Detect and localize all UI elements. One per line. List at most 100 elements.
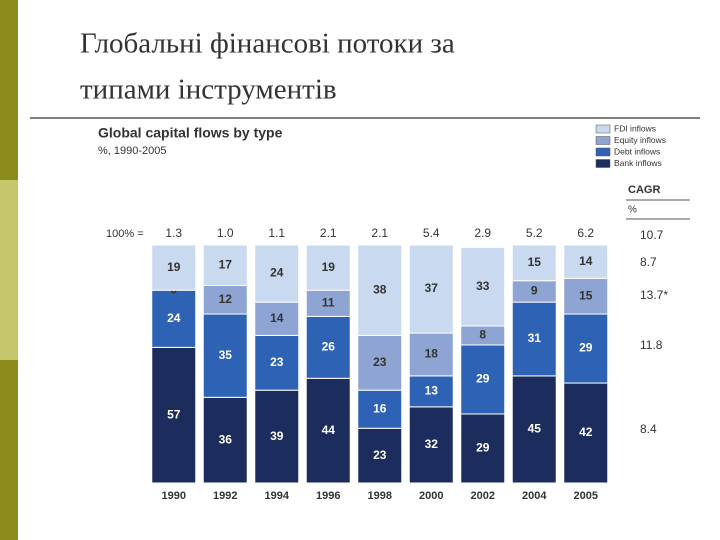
bar-segment	[305, 315, 351, 379]
data-label: 57	[167, 407, 181, 421]
data-label: 14	[270, 311, 284, 325]
data-label: 18	[425, 347, 439, 361]
data-label: 11	[322, 295, 335, 309]
bar-segment	[408, 244, 454, 334]
data-label: 19	[322, 260, 336, 274]
cagr-value: 13.7*	[640, 288, 668, 302]
bar-segment	[305, 244, 351, 291]
total-label: 1.1	[268, 226, 285, 240]
total-label: 6.2	[577, 226, 594, 240]
data-label: 23	[373, 448, 387, 462]
data-label: 23	[270, 355, 284, 369]
data-label: 29	[579, 341, 593, 355]
cagr-label: CAGR	[628, 184, 660, 196]
totals-label: 100% =	[106, 228, 144, 240]
data-label: 32	[425, 437, 439, 451]
data-label: 29	[476, 372, 490, 386]
bar-segment	[460, 246, 506, 327]
data-label: 31	[528, 331, 542, 345]
slide-title: Глобальні фінансові потоки за	[80, 28, 455, 60]
bar-segment	[408, 375, 454, 408]
bar-segment	[563, 277, 609, 315]
x-tick-label: 1992	[213, 490, 237, 502]
bar-segment	[563, 382, 609, 484]
data-label: 42	[579, 425, 593, 439]
data-label: 12	[219, 292, 233, 306]
cagr-value: 8.7	[640, 255, 657, 269]
cagr-value: 11.8	[640, 338, 663, 352]
data-label: 8	[479, 328, 486, 342]
data-label: 24	[270, 266, 284, 280]
total-label: 5.4	[423, 226, 440, 240]
x-tick-label: 2000	[419, 490, 443, 502]
data-label: 9	[531, 284, 538, 298]
legend-swatch	[595, 159, 611, 168]
bar-segment	[305, 377, 351, 484]
x-tick-label: 1996	[316, 490, 340, 502]
x-tick-label: 1990	[162, 490, 186, 502]
bar-segment	[460, 344, 506, 415]
total-label: 5.2	[526, 226, 543, 240]
bar-segment	[511, 301, 557, 377]
bar-segment	[511, 375, 557, 484]
data-label: 33	[476, 279, 490, 293]
data-label: 38	[373, 282, 387, 296]
data-label: 29	[476, 441, 490, 455]
total-label: 2.9	[474, 226, 491, 240]
total-label: 2.1	[320, 226, 337, 240]
legend-label: Equity inflows	[614, 135, 666, 145]
chart-title: Global capital flows by type	[98, 125, 283, 141]
chart-subtitle: %, 1990-2005	[98, 145, 167, 157]
data-label: 17	[219, 257, 233, 271]
total-label: 1.0	[217, 226, 234, 240]
x-tick-label: 1998	[368, 490, 392, 502]
data-label: 23	[373, 355, 387, 369]
stripe	[0, 0, 18, 180]
data-label: 45	[528, 422, 542, 436]
legend-label: FDI inflows	[614, 123, 656, 133]
stripe	[0, 180, 18, 360]
bar-segment	[408, 406, 454, 484]
cagr-value: 8.4	[640, 422, 657, 436]
bar-segment	[151, 244, 197, 291]
data-label: 36	[219, 432, 233, 446]
x-tick-label: 1994	[265, 490, 290, 502]
bar-segment	[254, 334, 300, 391]
data-label: 15	[579, 288, 593, 302]
x-tick-label: 2005	[574, 490, 598, 502]
legend-swatch	[595, 147, 611, 157]
data-label: 39	[270, 429, 284, 443]
legend-label: Bank inflows	[614, 158, 662, 168]
legend-swatch	[595, 136, 611, 145]
bar-segment	[254, 301, 300, 336]
data-label: 37	[425, 281, 439, 295]
x-tick-label: 2002	[471, 490, 495, 502]
data-label: 15	[528, 255, 542, 269]
bar-segment	[254, 244, 300, 303]
data-label: 24	[167, 311, 181, 325]
slide-title: типами інструментів	[80, 74, 337, 106]
cagr-value: 10.7	[640, 228, 664, 242]
total-label: 1.3	[165, 226, 182, 240]
bar-segment	[202, 244, 248, 286]
cagr-unit: %	[628, 205, 637, 216]
data-label: 14	[579, 254, 593, 268]
data-label: 35	[219, 348, 233, 362]
bar-segment	[254, 389, 300, 484]
bar-segment	[460, 413, 506, 484]
data-label: 13	[425, 384, 439, 398]
total-label: 2.1	[371, 226, 388, 240]
bar-segment	[357, 389, 403, 429]
legend-swatch	[595, 124, 611, 134]
data-label: 44	[322, 423, 336, 437]
stripe	[0, 360, 18, 540]
data-label: 16	[373, 401, 387, 415]
bar-segment	[357, 427, 403, 484]
bar-segment	[563, 244, 609, 279]
data-label: 26	[322, 340, 336, 354]
data-label: 19	[167, 260, 181, 274]
bar-segment	[357, 334, 403, 391]
bar-segment	[151, 346, 197, 484]
bar-segment	[563, 313, 609, 384]
